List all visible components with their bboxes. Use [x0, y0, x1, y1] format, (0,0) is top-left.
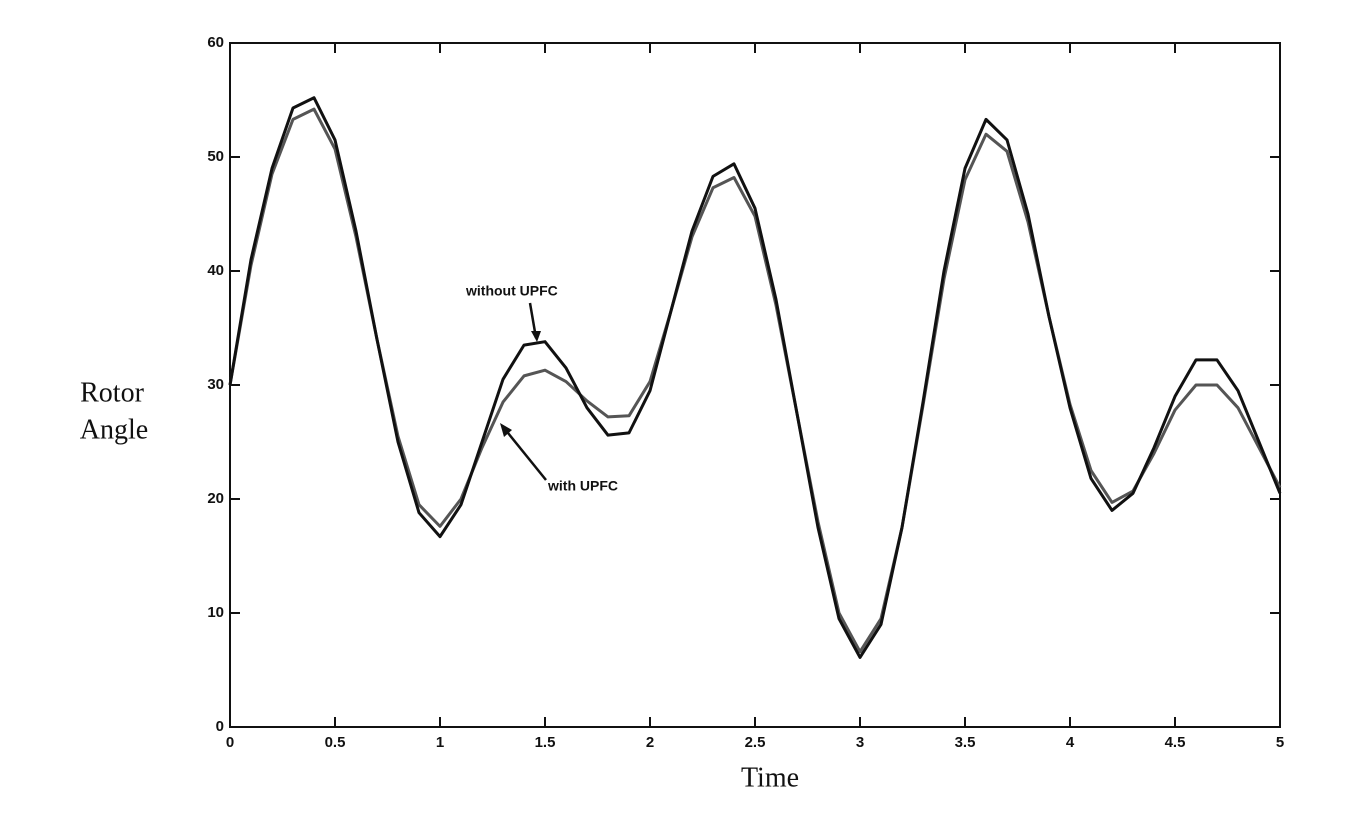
- arrow-head: [531, 331, 541, 342]
- x-tick-label: 1.5: [535, 734, 556, 751]
- y-tick-label: 0: [216, 718, 224, 735]
- series-line: [228, 96, 1282, 659]
- x-tick-label: 2: [646, 734, 654, 751]
- annotation: with UPFC: [547, 478, 618, 494]
- x-axis-label: Time: [741, 762, 799, 793]
- x-tick-label: 3.5: [955, 734, 976, 751]
- x-tick-label: 0.5: [325, 734, 346, 751]
- y-tick-label: 10: [207, 604, 224, 621]
- arrow-head: [500, 423, 512, 437]
- x-tick-label: 3: [856, 734, 864, 751]
- y-axis-label: Rotor: [80, 377, 144, 408]
- y-tick-label: 50: [207, 148, 224, 165]
- x-tick-label: 1: [436, 734, 444, 751]
- y-tick-label: 30: [207, 376, 224, 393]
- x-tick-label: 4: [1066, 734, 1075, 751]
- x-tick-label: 5: [1276, 734, 1284, 751]
- x-tick-label: 2.5: [745, 734, 766, 751]
- y-tick-label: 40: [207, 262, 224, 279]
- y-tick-label: 60: [207, 34, 224, 51]
- series-line: [228, 107, 1282, 654]
- annotation: without UPFC: [465, 283, 558, 299]
- x-tick-label: 0: [226, 734, 234, 751]
- y-axis-label: Angle: [80, 414, 148, 445]
- y-tick-label: 20: [207, 490, 224, 507]
- x-tick-label: 4.5: [1165, 734, 1186, 751]
- annotation-arrow: [503, 427, 547, 481]
